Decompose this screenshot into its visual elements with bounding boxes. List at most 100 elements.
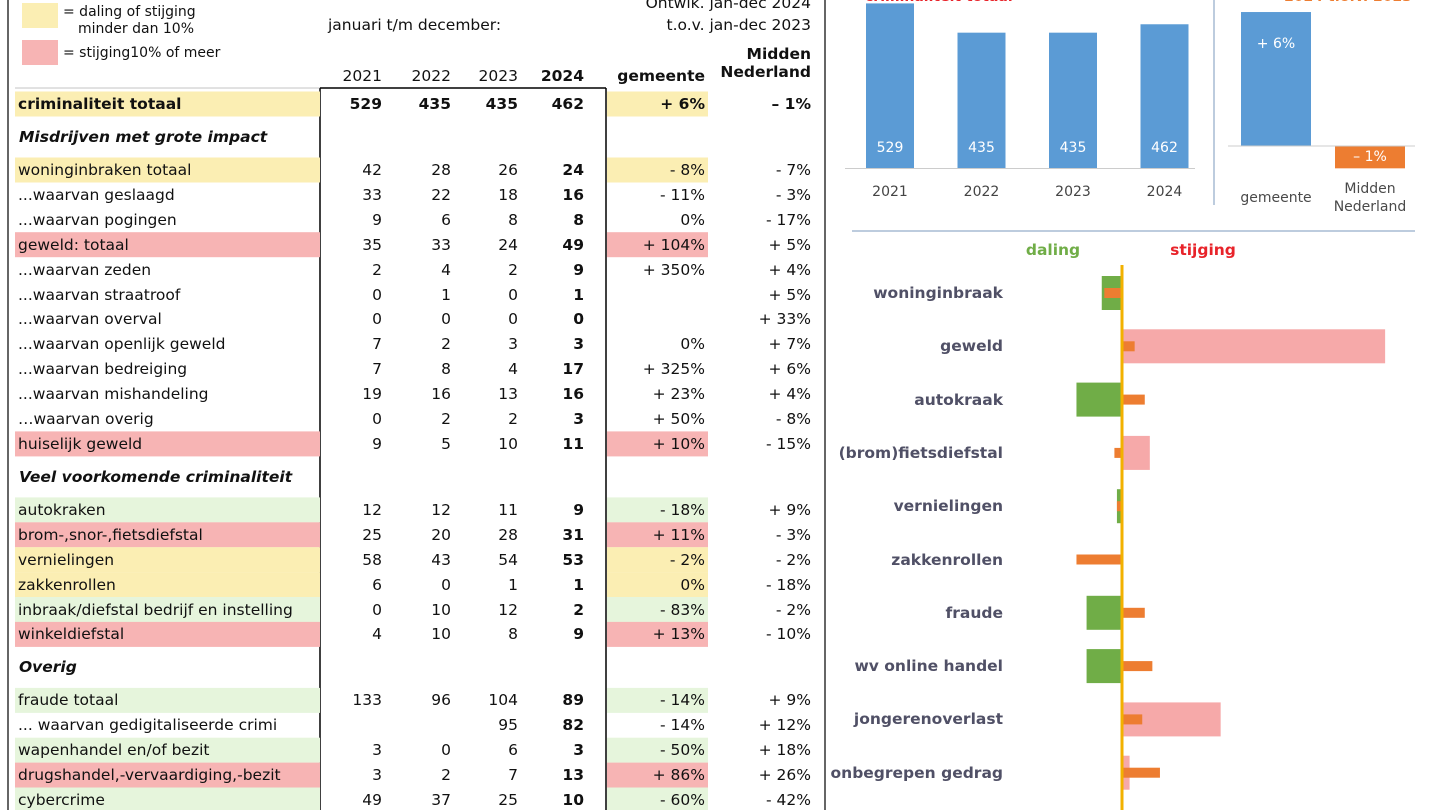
cell: 0 xyxy=(372,410,382,428)
cell: 26 xyxy=(498,161,518,179)
cell: 1 xyxy=(441,285,451,304)
cell: 3 xyxy=(372,766,382,785)
cell: 0 xyxy=(573,310,584,329)
cell-highlight xyxy=(607,762,708,788)
y-tick-label: wv online handel xyxy=(854,657,1003,676)
cell: + 4% xyxy=(768,260,811,279)
cell: + 12% xyxy=(758,716,811,735)
cell: 4 xyxy=(508,360,518,379)
cell: 462 xyxy=(551,95,584,113)
cell: 0 xyxy=(441,310,451,329)
cell: 16 xyxy=(562,385,584,404)
row-label: ...waarvan bedreiging xyxy=(18,360,188,379)
cell: 6 xyxy=(372,575,382,594)
cell: - 18% xyxy=(766,575,811,594)
row-highlight xyxy=(15,572,320,598)
cell: - 18% xyxy=(660,500,705,519)
cell: 35 xyxy=(362,235,382,254)
cell-highlight xyxy=(607,232,708,258)
cell: 96 xyxy=(431,691,451,710)
cell: - 2% xyxy=(669,550,705,569)
bar xyxy=(1076,554,1122,565)
header: t.o.v. jan-dec 2023 xyxy=(666,16,811,34)
cell: 2 xyxy=(573,600,584,619)
row-label: brom-,snor-,fietsdiefstal xyxy=(18,525,203,544)
row-label: ...waarvan overval xyxy=(18,310,162,329)
cell: 11 xyxy=(562,434,584,453)
cell: - 14% xyxy=(660,716,705,735)
value-label: 435 xyxy=(1059,140,1087,156)
bar xyxy=(1114,447,1122,458)
row-highlight xyxy=(15,522,320,548)
section-title: Overig xyxy=(19,658,77,677)
cell: + 104% xyxy=(642,235,705,254)
cell-highlight xyxy=(607,431,708,457)
cell: 1 xyxy=(508,575,518,594)
cell: - 15% xyxy=(766,434,811,453)
cell: 0 xyxy=(372,285,382,304)
cell-highlight xyxy=(607,621,708,647)
cell: 54 xyxy=(498,550,518,569)
cell: 12 xyxy=(431,500,451,519)
row-label: huiselijk geweld xyxy=(18,434,143,453)
value-label: 462 xyxy=(1151,140,1178,156)
cell: 10 xyxy=(498,434,518,453)
cell: 25 xyxy=(362,525,382,544)
cell-highlight xyxy=(607,157,708,183)
row-highlight xyxy=(15,787,320,810)
row-label: ...waarvan geslaagd xyxy=(18,185,175,204)
y-tick-label: zakkenrollen xyxy=(891,550,1003,569)
bar xyxy=(866,3,914,168)
row-label: ...waarvan pogingen xyxy=(18,210,177,229)
bar xyxy=(1122,394,1145,405)
row-highlight xyxy=(15,497,320,523)
row-highlight xyxy=(15,621,320,647)
row-label: ...waarvan mishandeling xyxy=(18,385,209,404)
row-label: fraude totaal xyxy=(18,691,119,710)
cell: + 9% xyxy=(768,691,811,710)
cell: - 11% xyxy=(660,185,705,204)
bar xyxy=(1122,329,1386,364)
cell: + 4% xyxy=(768,385,811,404)
value-label: 435 xyxy=(968,140,995,156)
cell: 42 xyxy=(362,161,382,179)
cell: - 7% xyxy=(775,161,811,179)
x-tick-label: 2022 xyxy=(963,184,1000,200)
row-label: drugshandel,-vervaardiging,-bezit xyxy=(18,766,281,785)
cell: 2 xyxy=(441,766,451,785)
cell: 31 xyxy=(562,525,584,544)
cell: 8 xyxy=(508,210,518,229)
cell: - 2% xyxy=(775,550,811,569)
y-tick-label: (brom)fietsdiefstal xyxy=(838,443,1003,462)
cell-highlight xyxy=(607,787,708,810)
bar xyxy=(1335,146,1405,169)
row-highlight xyxy=(15,91,320,117)
x-tick-label: 2024 xyxy=(1146,184,1183,200)
legend-text: = stijging10% of meer xyxy=(63,45,221,61)
bar xyxy=(1140,24,1189,169)
cell: 3 xyxy=(573,335,584,354)
cell: 37 xyxy=(431,791,451,809)
cell: 1 xyxy=(573,575,584,594)
cell: 2 xyxy=(441,335,451,354)
cell: 9 xyxy=(573,260,584,279)
bar xyxy=(1116,501,1122,512)
cell: 9 xyxy=(573,500,584,519)
cell: 18 xyxy=(498,185,518,204)
period: januari t/m december: xyxy=(328,16,502,34)
cell: 13 xyxy=(562,766,584,785)
column-header: 2021 xyxy=(342,67,382,85)
cell: + 23% xyxy=(652,385,705,404)
cell: + 5% xyxy=(768,285,811,304)
y-tick-label: fraude xyxy=(945,603,1004,622)
cell: 28 xyxy=(431,161,451,179)
row-highlight xyxy=(15,737,320,763)
cell: + 13% xyxy=(652,625,705,644)
column-header: 2022 xyxy=(411,67,451,85)
bar xyxy=(1122,341,1135,352)
cell: 5 xyxy=(441,434,451,453)
cell: 2 xyxy=(508,260,518,279)
cell: 3 xyxy=(573,741,584,760)
cell: 17 xyxy=(562,360,584,379)
